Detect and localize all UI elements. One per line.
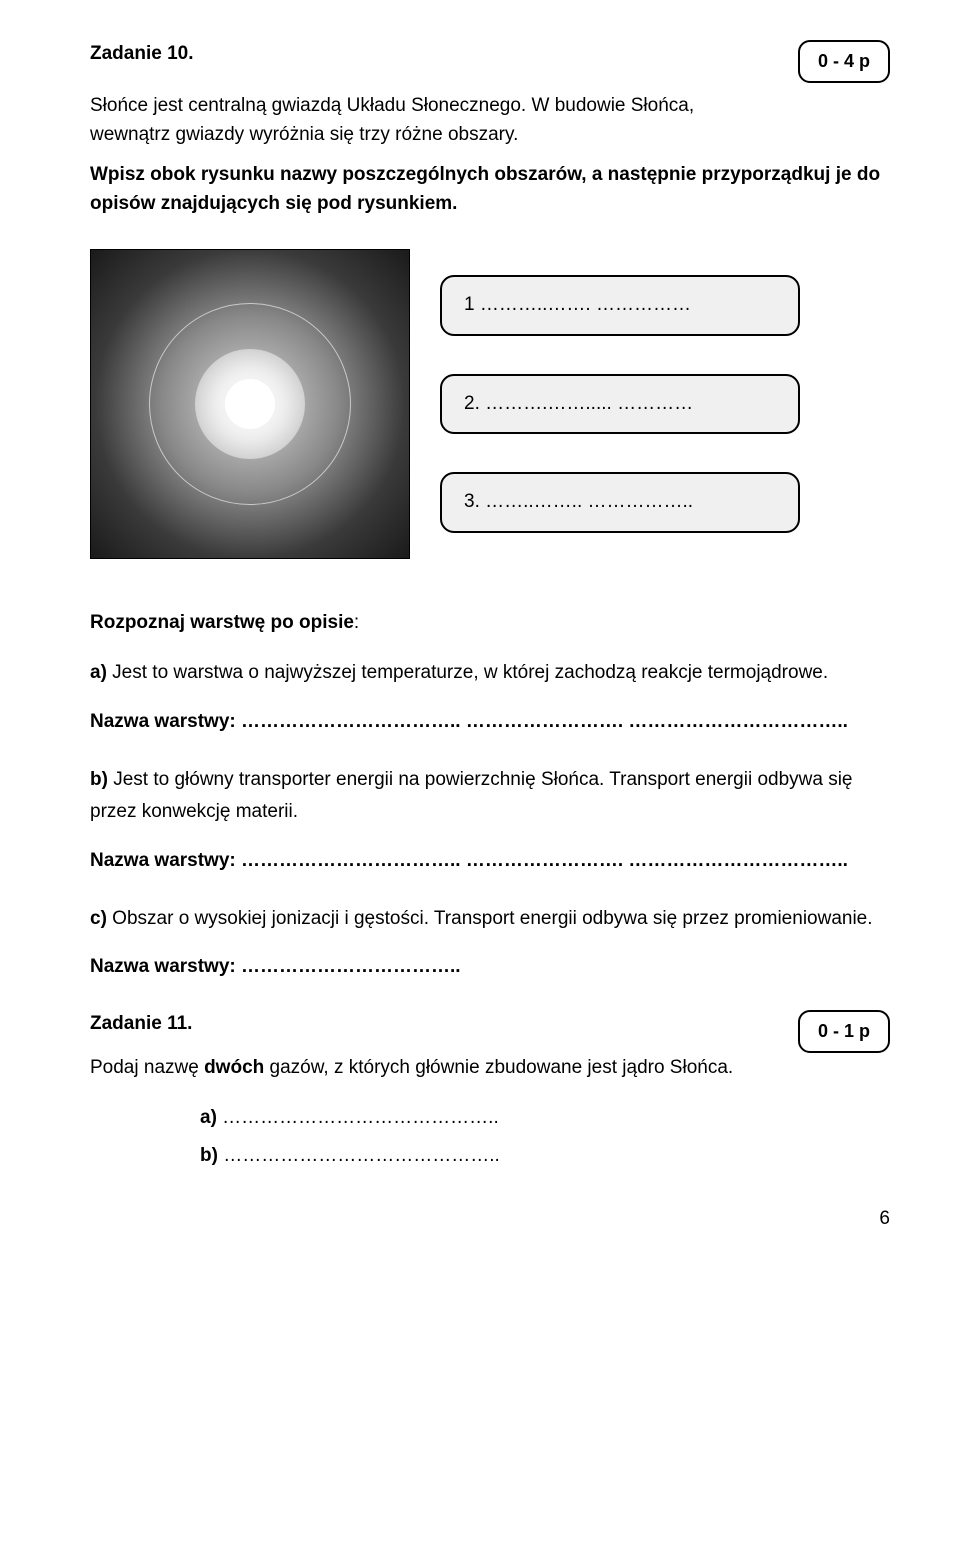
option-c-text: Obszar o wysokiej jonizacji i gęstości. …: [107, 908, 873, 929]
label-box-1[interactable]: 1 ………..……. ……………: [440, 275, 800, 336]
task11-answer-b[interactable]: b) ……………………………………..: [200, 1137, 890, 1175]
task10-instruction: Wpisz obok rysunku nazwy poszczególnych …: [90, 160, 890, 219]
option-b: b) Jest to główny transporter energii na…: [90, 764, 890, 829]
diagram-row: 1 ………..……. …………… 2. ……….……..... ………… 3. …: [90, 249, 890, 559]
option-b-text: Jest to główny transporter energii na po…: [90, 769, 853, 822]
task11-instruction: Podaj nazwę dwóch gazów, z których główn…: [90, 1054, 890, 1083]
option-a: a) Jest to warstwa o najwyższej temperat…: [90, 657, 890, 689]
sun-core-glow: [225, 379, 275, 429]
answer-c[interactable]: Nazwa warstwy: ……………………………..: [90, 953, 890, 982]
task11-points-box: 0 - 1 p: [798, 1010, 890, 1053]
answer-a[interactable]: Nazwa warstwy: …………………………….. ……………………. ……: [90, 708, 890, 737]
option-a-text: Jest to warstwa o najwyższej temperaturz…: [107, 662, 828, 683]
option-c-label: c): [90, 908, 107, 929]
label-box-2[interactable]: 2. ……….……..... …………: [440, 374, 800, 435]
label-boxes: 1 ………..……. …………… 2. ……….……..... ………… 3. …: [440, 275, 800, 533]
task11-title: Zadanie 11.: [90, 1010, 798, 1039]
sun-cutaway-image: [90, 249, 410, 559]
answer-b[interactable]: Nazwa warstwy: …………………………….. ……………………. ……: [90, 847, 890, 876]
label-box-3[interactable]: 3. ……..…….. ……………..: [440, 472, 800, 533]
task11-answer-list: a) …………………………………….. b) ……………………………………..: [90, 1099, 890, 1175]
option-b-label: b): [90, 769, 108, 790]
option-a-label: a): [90, 662, 107, 683]
recognize-heading: Rozpoznaj warstwę po opisie:: [90, 609, 890, 638]
task10-title: Zadanie 10.: [90, 40, 194, 69]
task10-intro: Słońce jest centralną gwiazdą Układu Sło…: [90, 91, 890, 150]
option-c: c) Obszar o wysokiej jonizacji i gęstośc…: [90, 903, 890, 935]
task11-answer-a[interactable]: a) ……………………………………..: [200, 1099, 890, 1137]
page-number: 6: [90, 1205, 890, 1234]
task10-points-box: 0 - 4 p: [798, 40, 890, 83]
